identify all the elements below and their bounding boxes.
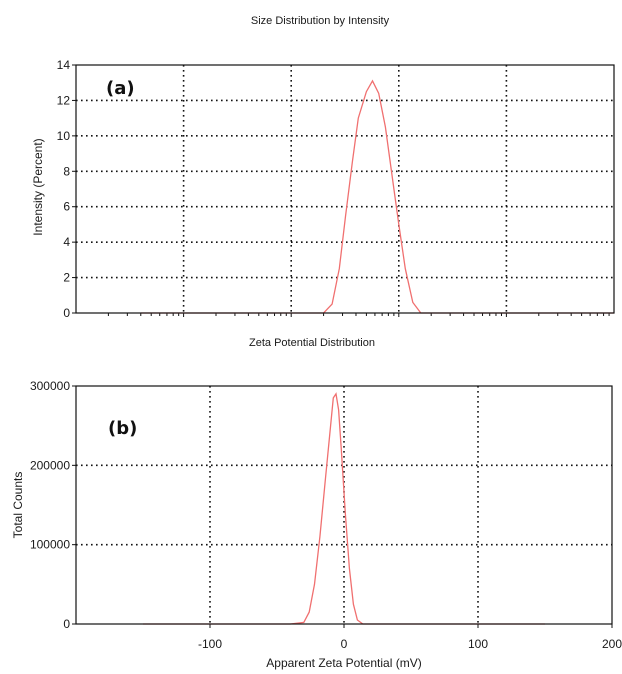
y-tick-label: 8 <box>63 164 70 178</box>
x-axis-label: Apparent Zeta Potential (mV) <box>266 656 421 670</box>
panel-label: (a) <box>106 78 135 99</box>
x-tick-label: 200 <box>602 637 622 651</box>
y-tick-label: 12 <box>57 93 71 107</box>
x-tick-label: -100 <box>198 637 222 651</box>
chart-title: Size Distribution by Intensity <box>251 15 390 27</box>
x-axis-ticks: -100 0 100 200 <box>198 624 622 651</box>
series <box>140 79 614 314</box>
x-tick-label: 0 <box>341 637 348 651</box>
y-tick-label: 200000 <box>30 458 70 472</box>
zeta-potential-panel: Zeta Potential Distribution (b) Total Co… <box>11 337 622 670</box>
y-axis-ticks: 0 2 4 6 8 10 12 14 <box>57 58 76 320</box>
y-axis-ticks: 0 100000 200000 300000 <box>30 379 76 631</box>
y-tick-label: 300000 <box>30 379 70 393</box>
grid <box>76 65 614 313</box>
chart-title: Zeta Potential Distribution <box>249 337 375 349</box>
y-tick-label: 0 <box>63 306 70 320</box>
plot-frame <box>75 385 613 625</box>
y-tick-label: 14 <box>57 58 71 72</box>
panel-label: (b) <box>108 418 137 439</box>
y-axis-label: Total Counts <box>11 472 25 539</box>
y-tick-label: 10 <box>57 129 71 143</box>
size-distribution-panel: Size Distribution by Intensity (a) Inten… <box>31 15 615 320</box>
y-tick-label: 100000 <box>30 538 70 552</box>
grid <box>76 386 612 624</box>
y-tick-label: 6 <box>63 200 70 214</box>
y-tick-label: 2 <box>63 271 70 285</box>
series-line <box>143 392 545 625</box>
y-axis-label: Intensity (Percent) <box>31 138 45 235</box>
y-tick-label: 0 <box>63 617 70 631</box>
y-tick-label: 4 <box>63 235 70 249</box>
series <box>143 392 545 625</box>
series-line <box>140 79 614 314</box>
plot-frame <box>75 64 615 314</box>
x-tick-label: 100 <box>468 637 488 651</box>
